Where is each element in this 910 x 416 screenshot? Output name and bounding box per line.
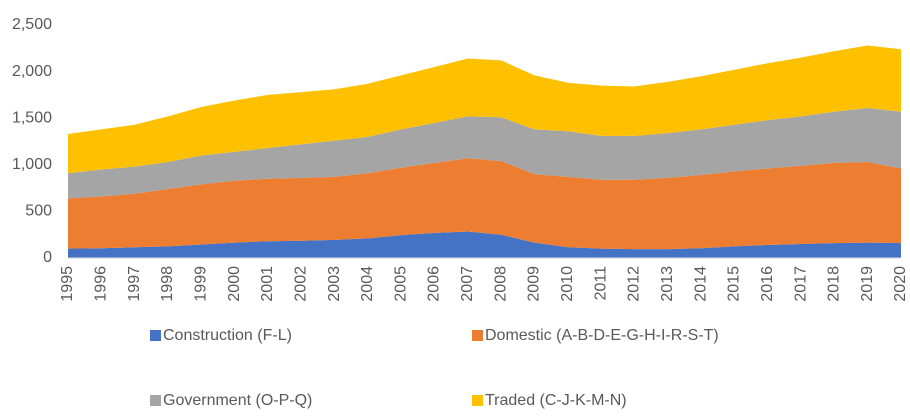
x-tick-label: 2020 (892, 266, 909, 302)
x-tick-label: 2012 (626, 266, 643, 302)
x-tick-label: 2017 (792, 266, 809, 302)
x-tick-label: 1996 (93, 266, 110, 302)
x-tick-label: 2014 (692, 266, 709, 302)
area (68, 45, 901, 174)
x-tick-label: 2010 (559, 266, 576, 302)
y-tick-label: 1,000 (12, 156, 52, 173)
x-tick-label: 2015 (726, 266, 743, 302)
y-tick-label: 500 (25, 203, 52, 220)
x-tick-label: 2009 (526, 266, 543, 302)
x-tick-label: 2006 (426, 266, 443, 302)
area (68, 107, 901, 199)
x-tick-label: 2013 (659, 266, 676, 302)
x-tick-label: 2004 (359, 266, 376, 302)
x-tick-label: 1997 (126, 266, 143, 302)
legend-label: Government (O-P-Q) (163, 392, 312, 409)
x-tick-label: 2002 (292, 266, 309, 302)
y-tick-label: 2,500 (12, 16, 52, 33)
x-tick-label: 1995 (59, 266, 76, 302)
x-tick-label: 2011 (592, 266, 609, 301)
x-tick-label: 2001 (259, 266, 276, 302)
x-tick-label: 2019 (859, 266, 876, 302)
area (68, 158, 901, 250)
x-tick-label: 2003 (326, 266, 343, 302)
y-tick-label: 0 (43, 249, 52, 266)
x-tick-label: 1999 (192, 266, 209, 302)
x-tick-label: 2005 (392, 266, 409, 302)
y-tick-label: 2,000 (12, 63, 52, 80)
x-tick-label: 2008 (492, 266, 509, 302)
x-tick-label: 1998 (159, 266, 176, 302)
x-tick-label: 2018 (826, 266, 843, 302)
area (68, 231, 901, 258)
legend-label: Traded (C-J-K-M-N) (485, 392, 627, 409)
x-tick-label: 2000 (226, 266, 243, 302)
legend-label: Construction (F-L) (163, 327, 292, 344)
x-tick-label: 2016 (759, 266, 776, 302)
legend-swatch (472, 330, 483, 341)
y-tick-label: 1,500 (12, 109, 52, 126)
legend-swatch (150, 395, 161, 406)
legend-swatch (472, 395, 483, 406)
legend-swatch (150, 330, 161, 341)
x-tick-label: 2007 (459, 266, 476, 302)
legend-label: Domestic (A-B-D-E-G-H-I-R-S-T) (485, 327, 719, 344)
